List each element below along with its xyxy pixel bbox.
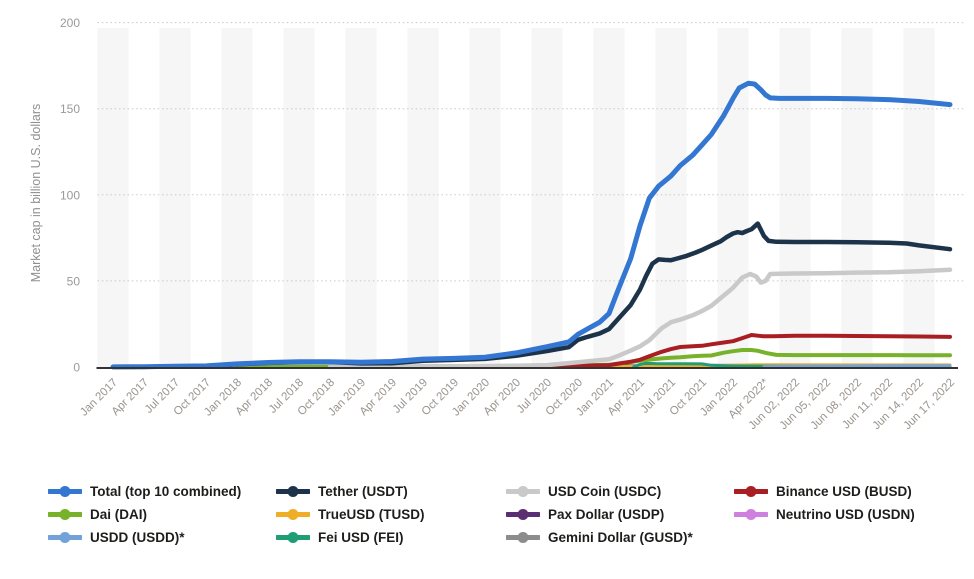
series-line-total[interactable] xyxy=(110,80,953,370)
plot-stripe xyxy=(469,28,501,367)
plot-stripe xyxy=(376,28,408,367)
plot-stripe xyxy=(159,28,191,367)
legend-label: Dai (DAI) xyxy=(90,507,147,522)
plot-stripe xyxy=(190,28,222,367)
y-tick-label: 150 xyxy=(60,102,80,116)
legend-label: TrueUSD (TUSD) xyxy=(318,507,425,522)
y-tick-label: 200 xyxy=(60,16,80,30)
series-line-busd[interactable] xyxy=(452,333,952,369)
y-tick-label: 50 xyxy=(67,274,81,288)
legend-marker-tusd-icon xyxy=(276,509,310,520)
legend-marker-usdn-icon xyxy=(734,509,768,520)
plot-stripe xyxy=(314,28,346,367)
plot-stripe xyxy=(283,28,315,367)
legend-label: Neutrino USD (USDN) xyxy=(776,507,915,522)
plot-stripe xyxy=(934,28,966,367)
legend-label: Fei USD (FEI) xyxy=(318,530,404,545)
legend-item-total[interactable]: Total (top 10 combined) xyxy=(48,484,276,499)
legend-marker-tether-icon xyxy=(276,486,310,497)
legend-label: USDD (USDD)* xyxy=(90,530,185,545)
plot-stripe xyxy=(221,28,253,367)
plot-stripe xyxy=(717,28,749,367)
legend-marker-usdd-icon xyxy=(48,532,82,543)
plot-stripe xyxy=(810,28,842,367)
legend-item-fei[interactable]: Fei USD (FEI) xyxy=(276,530,506,545)
plot-stripe xyxy=(655,28,687,367)
plot-stripe xyxy=(128,28,160,367)
legend-marker-gusd-icon xyxy=(506,532,540,543)
plot-stripe xyxy=(531,28,563,367)
plot-stripe xyxy=(748,28,780,367)
plot-stripe xyxy=(903,28,935,367)
series-line-usdd[interactable] xyxy=(762,364,952,368)
legend-marker-busd-icon xyxy=(734,486,768,497)
plot-stripe xyxy=(345,28,377,367)
plot-stripe xyxy=(500,28,532,367)
legend-label: USD Coin (USDC) xyxy=(548,484,662,499)
legend-marker-fei-icon xyxy=(276,532,310,543)
legend-item-gusd[interactable]: Gemini Dollar (GUSD)* xyxy=(506,530,734,545)
legend-item-dai[interactable]: Dai (DAI) xyxy=(48,507,276,522)
chart-plot-area: Market cap in billion U.S. dollars 0 50 10… xyxy=(0,0,974,474)
series-line-usdc[interactable] xyxy=(327,267,953,370)
legend-item-usdn[interactable]: Neutrino USD (USDN) xyxy=(734,507,974,522)
legend-marker-total-icon xyxy=(48,486,82,497)
legend-label: Binance USD (BUSD) xyxy=(776,484,912,499)
y-tick-label: 100 xyxy=(60,188,80,202)
plot-stripe xyxy=(562,28,594,367)
legend-marker-usdp-icon xyxy=(506,509,540,520)
plot-stripe xyxy=(872,28,904,367)
y-tick-label: 0 xyxy=(73,361,80,375)
legend-item-tether[interactable]: Tether (USDT) xyxy=(276,484,506,499)
legend-item-usdc[interactable]: USD Coin (USDC) xyxy=(506,484,734,499)
plot-stripe xyxy=(779,28,811,367)
legend-item-usdd[interactable]: USDD (USDD)* xyxy=(48,530,276,545)
plot-stripe xyxy=(841,28,873,367)
chart-legend: Total (top 10 combined) Tether (USDT) USD … xyxy=(48,484,974,545)
legend-item-tusd[interactable]: TrueUSD (TUSD) xyxy=(276,507,506,522)
legend-label: Total (top 10 combined) xyxy=(90,484,242,499)
plot-stripe xyxy=(97,28,129,367)
legend-marker-usdc-icon xyxy=(506,486,540,497)
y-axis-title: Market cap in billion U.S. dollars xyxy=(29,103,43,283)
legend-item-usdp[interactable]: Pax Dollar (USDP) xyxy=(506,507,734,522)
legend-label: Tether (USDT) xyxy=(318,484,408,499)
legend-marker-dai-icon xyxy=(48,509,82,520)
legend-label: Pax Dollar (USDP) xyxy=(548,507,665,522)
legend-item-busd[interactable]: Binance USD (BUSD) xyxy=(734,484,974,499)
plot-stripe xyxy=(252,28,284,367)
plot-stripe xyxy=(407,28,439,367)
plot-stripe xyxy=(438,28,470,367)
legend-label: Gemini Dollar (GUSD)* xyxy=(548,530,693,545)
